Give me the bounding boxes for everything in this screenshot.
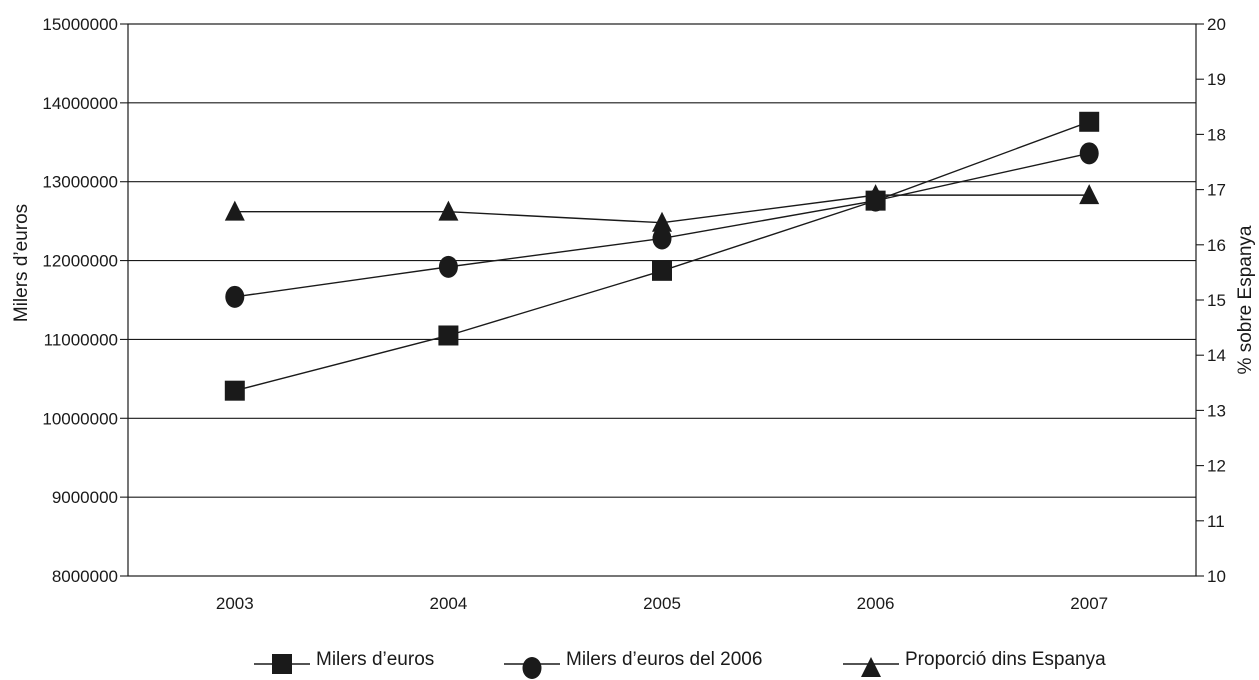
y-tick-label-left: 10000000 xyxy=(42,409,118,428)
series-2-point xyxy=(438,255,458,278)
y-tick-label-right: 10 xyxy=(1207,567,1226,586)
y-tick-label-left: 15000000 xyxy=(42,15,118,34)
legend-label-3: Proporció dins Espanya xyxy=(905,649,1106,670)
y-tick-label-left: 11000000 xyxy=(44,330,118,349)
y-tick-label-right: 20 xyxy=(1207,15,1226,34)
x-tick-label: 2006 xyxy=(857,594,895,613)
grid-lines xyxy=(128,102,1196,498)
series-layer xyxy=(224,111,1100,401)
y-tick-label-right: 16 xyxy=(1207,236,1226,255)
y-tick-label-left: 12000000 xyxy=(42,252,118,271)
series-2-point xyxy=(652,227,672,250)
series-1-point xyxy=(438,325,459,346)
y-tick-label-left: 8000000 xyxy=(52,567,118,586)
series-3-point xyxy=(1079,184,1100,205)
series-3-point xyxy=(652,211,672,232)
y-tick-label-right: 11 xyxy=(1207,512,1225,531)
series-1-point xyxy=(1079,111,1100,132)
legend-marker-2 xyxy=(522,657,542,679)
x-tick-label: 2004 xyxy=(429,594,467,613)
x-tick-label: 2005 xyxy=(643,594,681,613)
series-1-point xyxy=(652,260,672,281)
y-tick-label-right: 19 xyxy=(1207,70,1226,89)
y-tick-label-left: 14000000 xyxy=(42,94,118,113)
y-tick-label-right: 14 xyxy=(1207,346,1226,365)
y-tick-label-right: 13 xyxy=(1207,401,1226,420)
y-tick-label-left: 9000000 xyxy=(52,488,118,507)
series-1-point xyxy=(224,380,245,401)
series-2-point xyxy=(1079,142,1099,165)
y-axis-title-right: % sobre Espanya xyxy=(1235,225,1256,374)
legend-label-1: Milers d’euros xyxy=(316,649,434,670)
x-tick-label: 2007 xyxy=(1070,594,1108,613)
series-2-point xyxy=(225,285,245,308)
series-3-point xyxy=(438,200,459,221)
legend: Milers d’euros Milers d’euros del 2006 Pro… xyxy=(254,649,1106,679)
y-tick-label-right: 18 xyxy=(1207,125,1226,144)
tick-labels: 8000000 9000000 10000000 11000000 12000000 13… xyxy=(42,15,1226,613)
series-3-point xyxy=(224,200,245,221)
y-tick-label-right: 12 xyxy=(1207,457,1226,476)
legend-label-2: Milers d’euros del 2006 xyxy=(566,649,762,670)
plot-frame xyxy=(127,23,1197,577)
y-tick-label-left: 13000000 xyxy=(42,173,118,192)
legend-marker-1 xyxy=(272,654,292,674)
x-tick-label: 2003 xyxy=(216,594,254,613)
chart-axes xyxy=(120,23,1204,577)
legend-marker-3 xyxy=(861,657,881,677)
y-tick-label-right: 15 xyxy=(1207,291,1226,310)
series-line-1 xyxy=(234,121,1090,392)
y-axis-title-left: Milers d’euros xyxy=(11,204,32,322)
series-3-point xyxy=(865,184,886,205)
y-tick-label-right: 17 xyxy=(1207,181,1226,200)
